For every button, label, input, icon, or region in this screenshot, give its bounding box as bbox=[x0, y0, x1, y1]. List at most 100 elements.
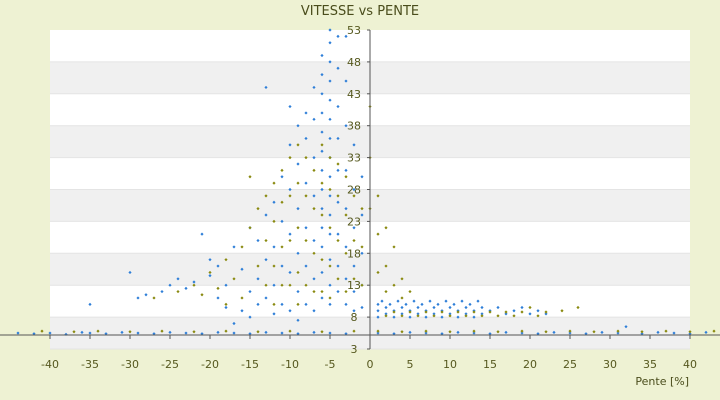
data-point-blue bbox=[380, 299, 384, 303]
data-point-blue bbox=[412, 299, 416, 303]
data-point-blue bbox=[424, 315, 428, 319]
data-point-blue bbox=[288, 309, 292, 313]
data-point-blue bbox=[704, 330, 708, 335]
data-point-blue bbox=[396, 299, 400, 303]
data-point-blue bbox=[552, 330, 556, 335]
data-point-olive bbox=[416, 314, 420, 318]
data-point-blue bbox=[320, 92, 324, 96]
data-point-blue bbox=[152, 332, 156, 336]
data-point-olive bbox=[376, 194, 380, 198]
data-point-blue bbox=[504, 330, 508, 335]
data-point-blue bbox=[672, 331, 676, 335]
data-point-blue bbox=[280, 331, 284, 335]
data-point-olive bbox=[400, 296, 404, 300]
data-point-blue bbox=[384, 305, 388, 310]
data-point-blue bbox=[208, 274, 212, 278]
x-axis-title: Pente [%] bbox=[635, 375, 689, 388]
data-point-olive bbox=[488, 310, 492, 314]
data-point-olive bbox=[344, 175, 348, 179]
data-point-blue bbox=[336, 136, 340, 141]
data-point-blue bbox=[328, 302, 332, 306]
data-point-olive bbox=[384, 264, 388, 268]
data-point-blue bbox=[360, 175, 364, 179]
data-point-blue bbox=[496, 305, 500, 310]
data-point-blue bbox=[656, 330, 660, 335]
data-point-olive bbox=[400, 330, 404, 334]
data-point-blue bbox=[336, 104, 340, 109]
data-point-blue bbox=[248, 332, 252, 336]
data-point-blue bbox=[336, 200, 340, 204]
data-point-blue bbox=[288, 104, 292, 109]
data-point-olive bbox=[320, 143, 324, 147]
data-point-blue bbox=[200, 332, 204, 336]
x-tick-label: 20 bbox=[523, 358, 537, 371]
data-point-blue bbox=[296, 289, 300, 294]
data-point-blue bbox=[416, 305, 420, 310]
data-point-blue bbox=[344, 332, 348, 336]
data-point-blue bbox=[232, 321, 236, 326]
x-tick-label: 5 bbox=[407, 358, 414, 371]
y-tick-label: 18 bbox=[347, 247, 361, 260]
data-point-olive bbox=[264, 194, 268, 198]
data-point-blue bbox=[304, 136, 308, 141]
data-point-olive bbox=[280, 245, 284, 249]
data-point-olive bbox=[392, 310, 396, 314]
data-point-olive bbox=[328, 187, 332, 192]
data-point-olive bbox=[288, 329, 292, 333]
data-point-blue bbox=[312, 194, 316, 198]
data-point-olive bbox=[496, 330, 500, 334]
data-point-blue bbox=[448, 312, 452, 316]
data-point-blue bbox=[232, 331, 236, 335]
data-point-blue bbox=[184, 286, 188, 290]
data-point-blue bbox=[144, 293, 148, 297]
data-point-blue bbox=[168, 330, 172, 335]
data-point-blue bbox=[240, 267, 244, 271]
data-point-blue bbox=[376, 331, 380, 335]
data-point-blue bbox=[312, 85, 316, 90]
data-point-blue bbox=[544, 312, 548, 316]
data-point-olive bbox=[280, 283, 284, 287]
data-point-olive bbox=[352, 329, 356, 333]
data-point-olive bbox=[160, 329, 164, 333]
data-point-olive bbox=[320, 181, 324, 185]
data-point-blue bbox=[600, 330, 604, 335]
data-point-blue bbox=[584, 332, 588, 336]
data-point-olive bbox=[304, 156, 308, 160]
data-point-blue bbox=[176, 277, 180, 281]
data-point-olive bbox=[400, 277, 404, 281]
data-point-olive bbox=[336, 162, 340, 166]
data-point-blue bbox=[264, 258, 268, 262]
data-point-blue bbox=[48, 331, 52, 335]
data-point-blue bbox=[312, 238, 316, 243]
data-point-olive bbox=[576, 305, 580, 310]
data-point-olive bbox=[96, 329, 100, 333]
data-point-blue bbox=[304, 264, 308, 268]
data-point-olive bbox=[384, 314, 388, 318]
data-point-blue bbox=[160, 289, 164, 294]
data-point-olive bbox=[448, 330, 452, 334]
data-point-blue bbox=[336, 264, 340, 268]
data-point-blue bbox=[216, 264, 220, 268]
data-point-blue bbox=[336, 168, 340, 172]
data-point-olive bbox=[304, 194, 308, 198]
data-point-olive bbox=[192, 283, 196, 287]
y-tick-label: 43 bbox=[347, 88, 361, 101]
x-tick-label: -15 bbox=[241, 358, 259, 371]
data-point-blue bbox=[344, 79, 348, 83]
data-point-blue bbox=[224, 283, 228, 287]
data-point-olive bbox=[384, 226, 388, 230]
y-tick-label: 38 bbox=[347, 120, 361, 133]
data-point-olive bbox=[560, 309, 564, 313]
data-point-olive bbox=[536, 314, 540, 318]
data-point-blue bbox=[136, 331, 140, 335]
data-point-blue bbox=[376, 309, 380, 313]
data-point-olive bbox=[256, 264, 260, 268]
y-tick-label: 48 bbox=[347, 56, 361, 69]
data-point-blue bbox=[328, 283, 332, 287]
data-point-blue bbox=[296, 207, 300, 211]
data-point-olive bbox=[528, 305, 532, 310]
data-point-blue bbox=[328, 194, 332, 198]
data-point-blue bbox=[80, 330, 84, 335]
